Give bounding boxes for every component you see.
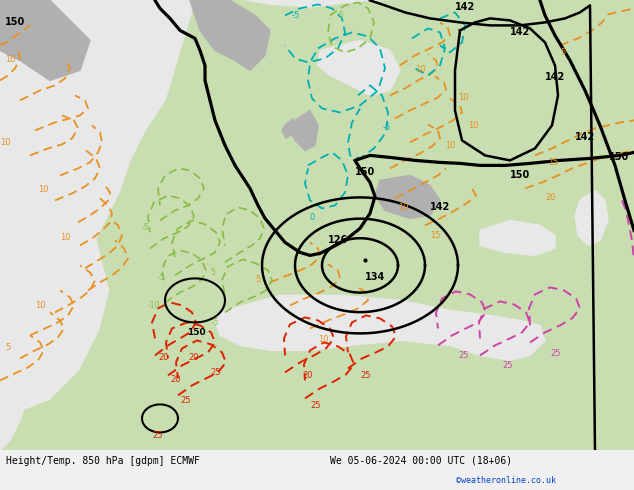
Text: 10: 10 xyxy=(445,142,455,150)
Text: 25: 25 xyxy=(210,368,221,377)
Polygon shape xyxy=(0,0,90,80)
Text: 10: 10 xyxy=(5,55,15,64)
Text: 150: 150 xyxy=(510,171,530,180)
Text: 126: 126 xyxy=(328,235,348,245)
Text: 10: 10 xyxy=(458,94,469,102)
Text: 150: 150 xyxy=(5,18,25,27)
Text: 20: 20 xyxy=(188,353,198,363)
Polygon shape xyxy=(375,175,440,219)
Text: 20: 20 xyxy=(170,375,181,384)
Text: 20: 20 xyxy=(158,353,169,363)
Text: 150: 150 xyxy=(609,152,630,162)
Text: 25: 25 xyxy=(360,371,370,380)
Text: 5: 5 xyxy=(338,11,343,21)
Text: 142: 142 xyxy=(430,202,450,212)
Polygon shape xyxy=(282,119,294,138)
Text: -5: -5 xyxy=(158,273,165,282)
Polygon shape xyxy=(290,110,318,150)
Text: 142: 142 xyxy=(510,27,530,37)
Text: -5: -5 xyxy=(142,223,150,232)
Text: -10: -10 xyxy=(148,301,160,310)
Text: 25: 25 xyxy=(180,396,190,405)
Polygon shape xyxy=(218,10,260,40)
Text: 5: 5 xyxy=(255,275,260,284)
Text: -5: -5 xyxy=(212,318,219,327)
Text: 0: 0 xyxy=(310,214,315,222)
Text: 142: 142 xyxy=(545,73,566,82)
Text: 5: 5 xyxy=(210,269,215,277)
Text: 10: 10 xyxy=(60,233,70,243)
Text: We 05-06-2024 00:00 UTC (18+06): We 05-06-2024 00:00 UTC (18+06) xyxy=(330,456,512,466)
Text: 5: 5 xyxy=(560,49,566,57)
Text: 25: 25 xyxy=(458,351,469,361)
Text: 25: 25 xyxy=(502,362,512,370)
Text: 10: 10 xyxy=(415,65,425,74)
Polygon shape xyxy=(0,0,195,450)
Text: 10: 10 xyxy=(35,301,46,310)
Polygon shape xyxy=(0,0,634,450)
Text: 5: 5 xyxy=(5,343,10,352)
Text: 142: 142 xyxy=(575,132,595,143)
Text: -5: -5 xyxy=(383,123,391,132)
Text: 20: 20 xyxy=(302,371,313,380)
Text: 142: 142 xyxy=(455,2,476,12)
Text: 25: 25 xyxy=(152,431,162,441)
Text: 150: 150 xyxy=(355,168,375,177)
Polygon shape xyxy=(215,295,545,361)
Text: Height/Temp. 850 hPa [gdpm] ECMWF: Height/Temp. 850 hPa [gdpm] ECMWF xyxy=(6,456,200,466)
Text: ©weatheronline.co.uk: ©weatheronline.co.uk xyxy=(456,476,557,485)
Text: 10: 10 xyxy=(38,185,48,195)
Polygon shape xyxy=(575,191,608,245)
Text: 15: 15 xyxy=(548,158,559,168)
Text: 10: 10 xyxy=(398,203,408,212)
Text: 10: 10 xyxy=(468,122,479,130)
Text: 25: 25 xyxy=(310,401,321,411)
Polygon shape xyxy=(190,0,270,71)
Polygon shape xyxy=(318,40,400,96)
Text: 25: 25 xyxy=(550,349,560,358)
Text: 15: 15 xyxy=(430,231,441,241)
Text: 134: 134 xyxy=(365,272,385,282)
Polygon shape xyxy=(0,400,634,450)
Text: 10: 10 xyxy=(318,335,328,344)
Text: 150: 150 xyxy=(187,328,205,338)
Text: -5: -5 xyxy=(292,11,301,21)
Polygon shape xyxy=(480,220,555,255)
Text: 10: 10 xyxy=(0,138,11,147)
Text: 20: 20 xyxy=(545,194,555,202)
